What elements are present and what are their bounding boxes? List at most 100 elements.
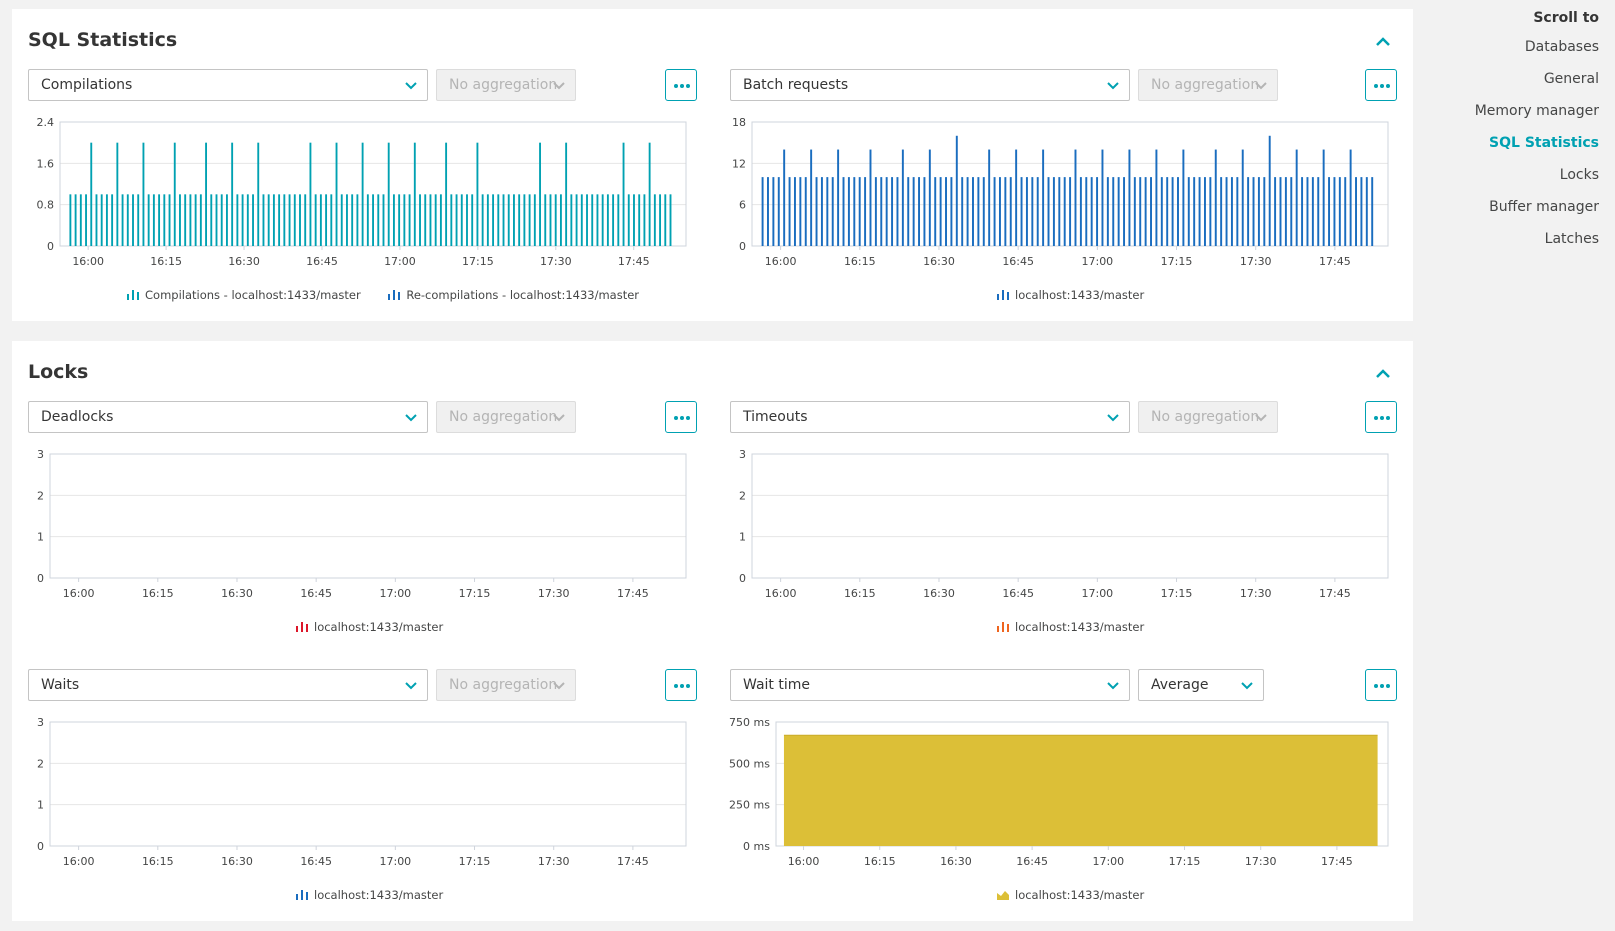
bar-mark <box>1209 177 1212 246</box>
y-tick-label: 0 <box>37 840 44 853</box>
legend-item[interactable]: localhost:1433/master <box>296 888 443 902</box>
bar-mark <box>847 177 850 246</box>
deadlocks-metric-value: Deadlocks <box>41 409 114 425</box>
wait-time-metric-select[interactable]: Wait time <box>730 669 1130 701</box>
timeouts-more-button[interactable] <box>1365 401 1397 433</box>
bar-mark <box>606 194 609 246</box>
nav-item-databases[interactable]: Databases <box>1524 39 1599 55</box>
legend-item[interactable]: Compilations - localhost:1433/master <box>127 288 361 302</box>
bar-mark <box>272 194 275 246</box>
bar-mark <box>783 149 786 246</box>
batch-requests-aggregation-select[interactable]: No aggregation <box>1138 69 1278 101</box>
more-dots-icon <box>674 84 690 88</box>
waits-aggregation-select[interactable]: No aggregation <box>436 669 576 701</box>
bar-mark <box>1101 149 1104 246</box>
x-tick-label: 17:15 <box>459 587 491 600</box>
bar-mark <box>429 194 432 246</box>
batch-requests-more-button[interactable] <box>1365 69 1397 101</box>
locks-title: Locks <box>28 361 89 383</box>
bar-mark <box>330 194 333 246</box>
bar-mark <box>434 194 437 246</box>
wait-time-metric-value: Wait time <box>743 677 810 693</box>
nav-item-latches[interactable]: Latches <box>1544 231 1599 247</box>
bar-mark <box>283 194 286 246</box>
plot-frame <box>49 453 687 579</box>
bar-mark <box>891 177 894 246</box>
bar-mark <box>288 194 291 246</box>
scroll-to-title: Scroll to <box>1533 10 1599 26</box>
x-tick-label: 17:15 <box>1169 855 1201 868</box>
x-tick-label: 16:00 <box>63 855 95 868</box>
y-tick-label: 6 <box>739 199 746 212</box>
chevron-up-icon <box>1376 37 1390 46</box>
timeouts-aggregation-select[interactable]: No aggregation <box>1138 401 1278 433</box>
x-tick-label: 17:00 <box>1081 255 1113 268</box>
bar-mark <box>1268 135 1271 246</box>
timeouts-metric-select[interactable]: Timeouts <box>730 401 1130 433</box>
compilations-aggregation-select[interactable]: No aggregation <box>436 69 576 101</box>
bar-mark <box>236 194 239 246</box>
legend-item[interactable]: localhost:1433/master <box>997 620 1144 634</box>
bar-mark <box>502 194 505 246</box>
x-tick-label: 16:15 <box>150 255 182 268</box>
legend-item[interactable]: localhost:1433/master <box>296 620 443 634</box>
x-tick-label: 16:45 <box>300 855 332 868</box>
x-tick-label: 17:30 <box>538 855 570 868</box>
legend-item[interactable]: Re-compilations - localhost:1433/master <box>388 288 639 302</box>
bar-mark <box>1052 177 1055 246</box>
bar-mark <box>100 194 103 246</box>
chevron-down-icon <box>1255 414 1267 422</box>
legend-item[interactable]: localhost:1433/master <box>997 888 1144 902</box>
bar-mark <box>95 194 98 246</box>
chart-svg: 0 6 12 18 16:00 16:15 16:30 16:45 17:00 17:15 17:3… <box>732 116 1389 268</box>
bar-mark <box>1295 149 1298 246</box>
bar-mark <box>293 194 296 246</box>
wait-time-aggregation-select[interactable]: Average <box>1138 669 1264 701</box>
bar-mark <box>777 177 780 246</box>
compilations-more-button[interactable] <box>665 69 697 101</box>
waits-more-button[interactable] <box>665 669 697 701</box>
bar-mark <box>923 177 926 246</box>
batch-requests-metric-value: Batch requests <box>743 77 849 93</box>
x-tick-label: 17:00 <box>1081 587 1113 600</box>
nav-item-locks[interactable]: Locks <box>1559 167 1599 183</box>
bar-mark <box>1311 177 1314 246</box>
bar-mark <box>1177 177 1179 246</box>
compilations-metric-select[interactable]: Compilations <box>28 69 428 101</box>
y-tick-label: 250 ms <box>729 799 770 812</box>
bar-mark <box>1085 177 1088 246</box>
collapse-locks-button[interactable] <box>1371 363 1395 383</box>
y-tick-label: 1 <box>37 531 44 544</box>
bar-mark <box>1333 177 1336 246</box>
bar-mark <box>507 194 510 246</box>
chevron-down-icon <box>405 82 417 90</box>
waits-metric-select[interactable]: Waits <box>28 669 428 701</box>
batch-requests-metric-select[interactable]: Batch requests <box>730 69 1130 101</box>
nav-item-buffer-manager[interactable]: Buffer manager <box>1489 199 1599 215</box>
bar-mark <box>1106 177 1109 246</box>
legend-item[interactable]: localhost:1433/master <box>997 288 1144 302</box>
x-tick-label: 16:15 <box>844 255 876 268</box>
chevron-down-icon <box>553 682 565 690</box>
nav-item-sql-statistics[interactable]: SQL Statistics <box>1489 135 1599 151</box>
deadlocks-more-button[interactable] <box>665 401 697 433</box>
nav-item-general[interactable]: General <box>1543 71 1599 87</box>
deadlocks-metric-select[interactable]: Deadlocks <box>28 401 428 433</box>
bar-mark <box>1128 149 1131 246</box>
x-tick-label: 17:45 <box>617 855 649 868</box>
bar-mark <box>173 142 176 246</box>
collapse-sql-button[interactable] <box>1371 31 1395 51</box>
bar-mark <box>885 177 888 246</box>
bar-mark <box>111 194 114 246</box>
plot-frame <box>49 721 687 847</box>
nav-item-memory-manager[interactable]: Memory manager <box>1474 103 1599 119</box>
wait-time-more-button[interactable] <box>1365 669 1397 701</box>
deadlocks-aggregation-select[interactable]: No aggregation <box>436 401 576 433</box>
bar-mark <box>864 177 867 246</box>
bar-mark <box>194 194 197 246</box>
bar-mark <box>372 194 374 246</box>
bar-mark <box>804 177 807 246</box>
bar-mark <box>361 142 364 246</box>
bar-mark <box>137 194 140 246</box>
deadlocks-chart: 0 1 2 3 16:00 16:15 16:30 16:45 17:00 17:15 17:30 1… <box>28 446 708 601</box>
